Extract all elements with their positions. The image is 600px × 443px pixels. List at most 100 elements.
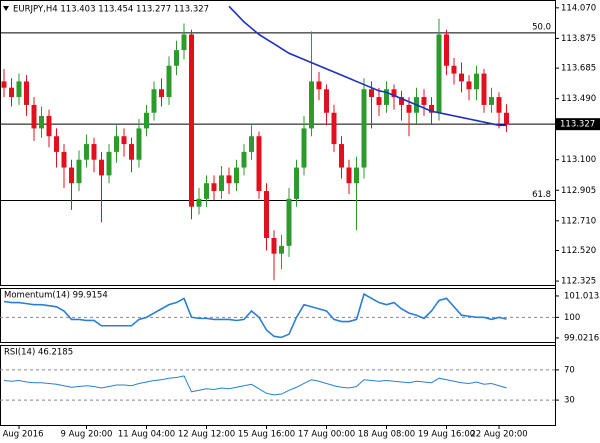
candle-body <box>489 97 494 105</box>
candle-body <box>279 245 284 254</box>
candle-body <box>136 128 142 160</box>
candle-body <box>316 81 322 90</box>
candle-body <box>376 97 382 105</box>
candle-body <box>309 81 314 129</box>
y-tick-label: 70 <box>564 365 575 375</box>
candle-body <box>69 167 74 184</box>
candle-body <box>474 73 479 90</box>
candle-body <box>129 144 134 160</box>
candle-body <box>444 34 449 66</box>
indicator-title: Momentum(14) 99.9154 <box>4 291 108 301</box>
y-tick-label: 112.520 <box>561 246 596 256</box>
candle-body <box>151 89 157 113</box>
candle-body <box>459 73 464 82</box>
candle-body <box>39 115 44 129</box>
candle-body <box>451 65 457 74</box>
x-tick-label: 8 Aug 2016 <box>0 430 44 440</box>
candle-body <box>61 151 67 168</box>
x-tick-label: 12 Aug 12:00 <box>178 430 235 440</box>
candle-body <box>76 159 82 184</box>
indicator-line <box>3 375 507 396</box>
candle-body <box>54 136 59 152</box>
candle-body <box>354 167 359 184</box>
x-tick-label: 11 Aug 04:00 <box>118 430 175 440</box>
x-tick-label: 18 Aug 08:00 <box>358 430 415 440</box>
candle-body <box>466 81 472 90</box>
symbol-arrow <box>3 6 9 11</box>
candle-body <box>256 136 262 192</box>
candle-body <box>249 136 254 152</box>
candle-body <box>369 89 374 98</box>
indicator-line <box>3 292 507 339</box>
candle-body <box>294 167 299 199</box>
candle-body <box>496 97 502 113</box>
candle-body <box>226 175 232 184</box>
candle-body <box>264 191 269 239</box>
candle-body <box>234 167 239 184</box>
candle-body <box>91 144 97 160</box>
y-tick-label: 112.710 <box>561 216 596 226</box>
candle-body <box>346 167 352 184</box>
candle-body <box>99 159 104 176</box>
candle-body <box>331 112 337 145</box>
last-price-box <box>556 118 600 131</box>
candle-body <box>159 89 164 98</box>
candle-body <box>301 128 307 168</box>
y-tick-label: 112.325 <box>561 277 596 287</box>
candle-body <box>339 144 344 168</box>
fib-label: 50.0 <box>532 22 551 32</box>
y-tick-label: 113.685 <box>561 64 596 74</box>
candle-body <box>399 97 404 105</box>
candle-body <box>189 34 194 207</box>
candle-body <box>271 238 277 254</box>
candle-body <box>436 34 442 113</box>
candle-body <box>211 183 217 192</box>
candle-body <box>46 115 52 137</box>
y-tick-label: 101.0135 <box>564 291 600 301</box>
moving-average <box>228 5 507 127</box>
candle-body <box>384 89 389 105</box>
candle-body <box>181 34 187 51</box>
y-tick-label: 112.905 <box>561 186 596 196</box>
x-tick-label: 9 Aug 20:00 <box>61 430 113 440</box>
candle-body <box>1 81 7 88</box>
y-tick-label: 100 <box>564 313 580 323</box>
y-tick-label: 113.875 <box>561 34 596 44</box>
candle-body <box>406 104 412 113</box>
candle-body <box>429 104 434 113</box>
candle-body <box>504 112 509 125</box>
candle-body <box>204 183 209 199</box>
candle-body <box>219 175 224 192</box>
candle-body <box>24 81 29 105</box>
y-tick-label: 114.070 <box>561 3 596 13</box>
x-tick-label: 17 Aug 00:00 <box>298 430 355 440</box>
last-price-label: 113.327 <box>560 120 595 130</box>
candle-body <box>174 50 179 66</box>
candle-body <box>196 198 202 207</box>
candle-body <box>241 151 247 168</box>
chart-header: EURJPY,H4 113.403 113.454 113.277 113.32… <box>13 5 209 15</box>
y-tick-label: 99.0216 <box>564 333 599 343</box>
fib-label: 61.8 <box>532 190 551 200</box>
candle-body <box>324 89 329 113</box>
candles <box>1 18 509 281</box>
candle-body <box>121 136 127 145</box>
candle-body <box>16 81 22 98</box>
candle-body <box>31 104 37 129</box>
indicator-title: RSI(14) 46.2185 <box>4 348 73 358</box>
y-tick-label: 113.100 <box>561 155 596 165</box>
y-tick-label: 113.490 <box>561 94 596 104</box>
candle-body <box>391 89 397 98</box>
candle-body <box>421 97 427 105</box>
candle-body <box>106 151 112 176</box>
candle-body <box>9 87 14 98</box>
candle-body <box>114 136 119 152</box>
y-tick-label: 30 <box>564 396 575 406</box>
x-tick-label: 15 Aug 16:00 <box>238 430 295 440</box>
candle-body <box>481 73 487 105</box>
candle-body <box>144 112 149 129</box>
candle-body <box>361 89 367 168</box>
x-tick-label: 19 Aug 16:00 <box>418 430 475 440</box>
